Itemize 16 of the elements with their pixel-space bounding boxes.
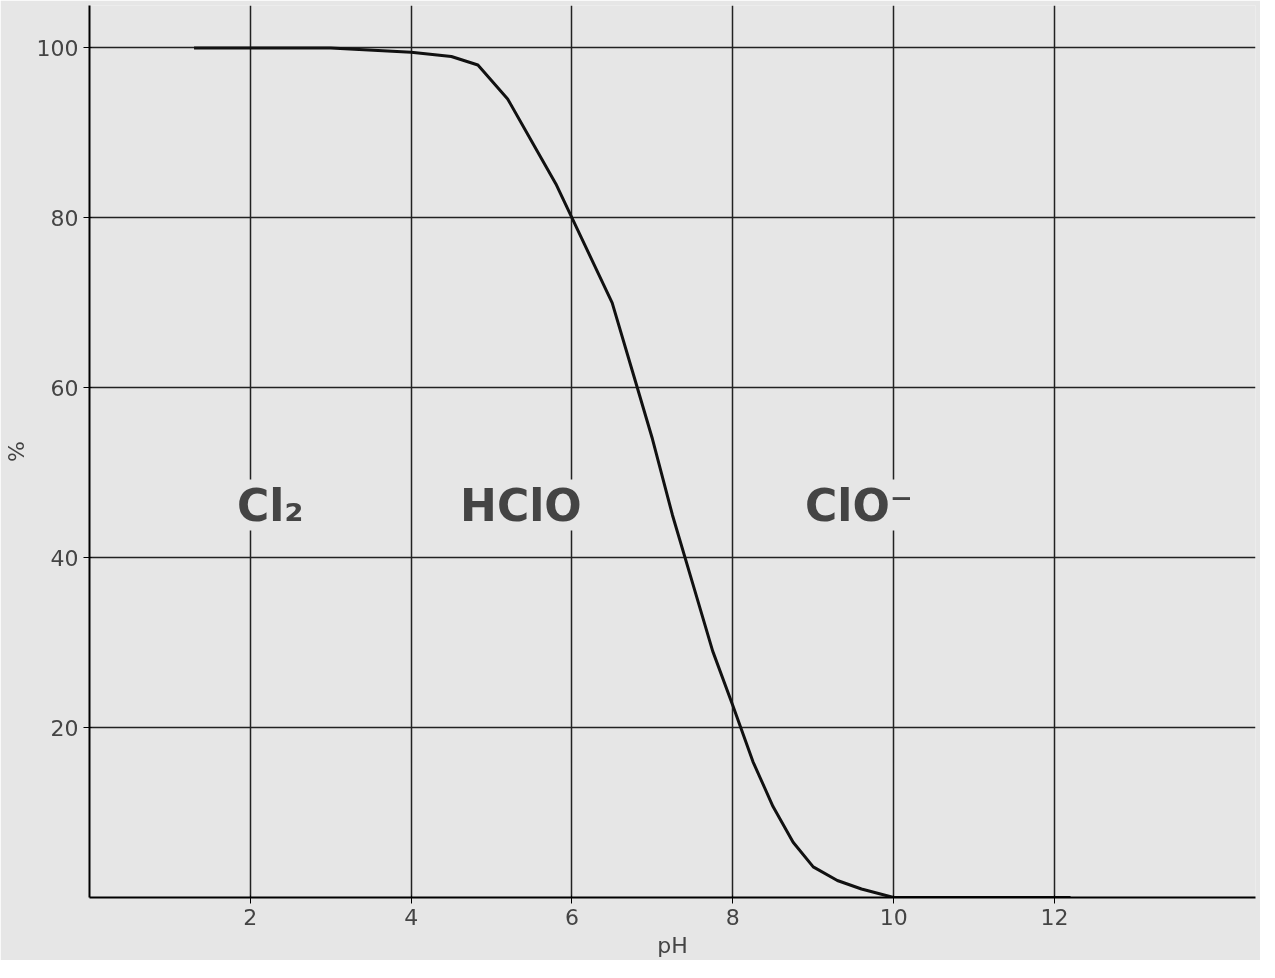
x-axis-title: pH [657,932,688,958]
y-tick-label: 100 [36,35,79,61]
y-axis-title: % [3,441,29,462]
x-tick-label: 10 [879,904,908,930]
annotation: ClO⁻ [805,479,914,531]
y-tick-label: 60 [50,375,79,401]
y-tick-label: 40 [50,545,79,571]
x-tick-label: 12 [1040,904,1069,930]
y-tick-label: 80 [50,205,79,231]
annotation: Cl₂ [236,479,304,531]
x-tick-label: 2 [243,904,258,930]
x-tick-label: 4 [404,904,419,930]
annotation: HClO [460,479,582,531]
x-tick-label: 6 [564,904,579,930]
x-tick-label: 8 [725,904,740,930]
y-tick-label: 20 [50,715,79,741]
